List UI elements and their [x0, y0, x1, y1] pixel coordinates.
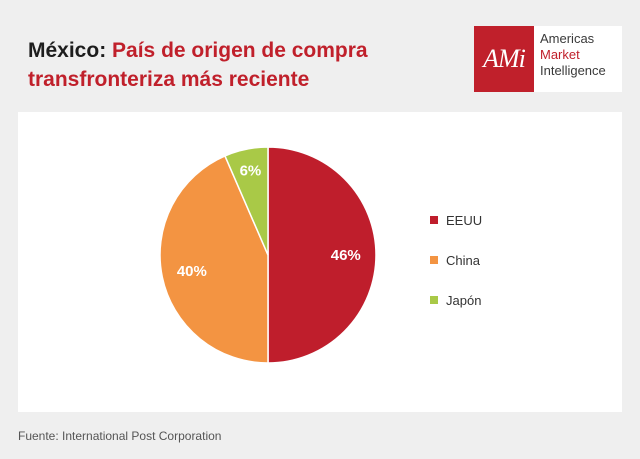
source-note: Fuente: International Post Corporation — [18, 429, 222, 443]
legend-swatch — [430, 296, 438, 304]
pie-slice-china — [159, 154, 269, 364]
pie-chart: 46% 40% 6% — [159, 146, 377, 364]
legend-label: Japón — [446, 292, 482, 308]
legend-label: China — [446, 252, 480, 268]
title-text: País de origen de compra transfronteriza… — [28, 39, 368, 91]
pie-label-eeuu: 46% — [331, 247, 361, 264]
legend-swatch — [430, 216, 438, 224]
pie-slice-eeuu — [267, 146, 377, 364]
logo-text: Americas Market Intelligence — [534, 26, 606, 92]
logo-mark: AMi — [474, 26, 534, 92]
chart-legend: EEUU China Japón — [430, 210, 482, 330]
chart-panel: 46% 40% 6% EEUU China Japón — [18, 112, 622, 412]
chart-title: México: País de origen de compra transfr… — [28, 36, 448, 94]
pie-label-japón: 6% — [240, 162, 262, 179]
pie-slice-japón — [223, 146, 269, 256]
ami-logo: AMi Americas Market Intelligence — [474, 26, 622, 92]
legend-label: EEUU — [446, 212, 483, 228]
logo-line-americas: Americas — [540, 31, 595, 46]
legend-item-china: China — [430, 250, 482, 270]
title-country: México: — [28, 39, 107, 62]
legend-swatch — [430, 256, 438, 264]
legend-item-eeuu: EEUU — [430, 210, 482, 230]
logo-line-intelligence: Intelligence — [540, 63, 606, 78]
logo-line-market: Market — [540, 47, 580, 62]
legend-item-japón: Japón — [430, 290, 482, 310]
pie-label-china: 40% — [177, 263, 207, 280]
